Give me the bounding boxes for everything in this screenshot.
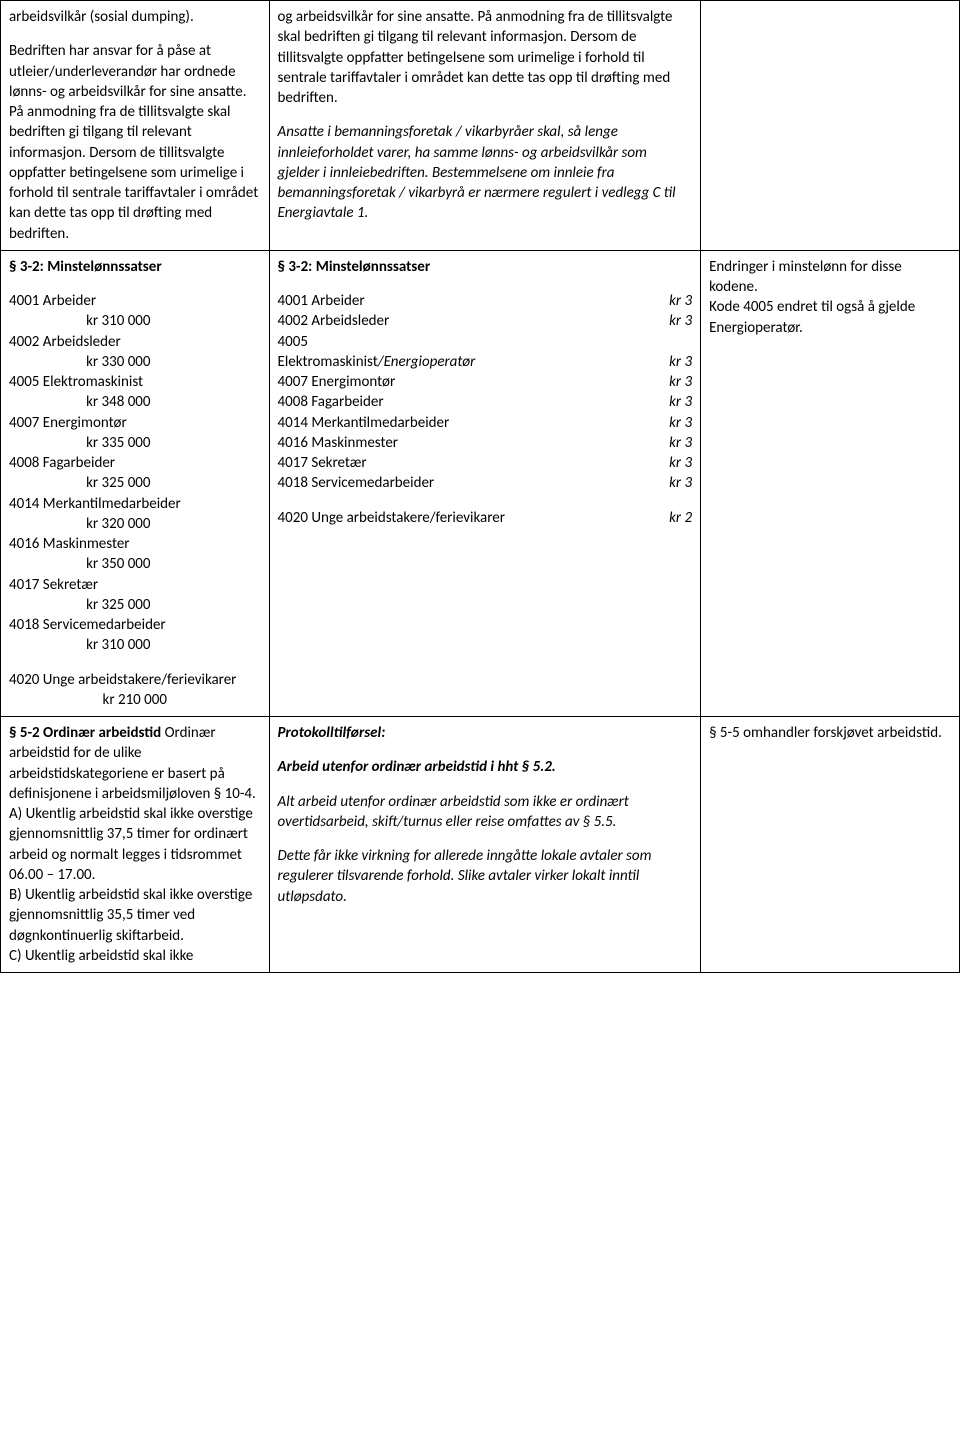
subheading: Arbeid utenfor ordinær arbeidstid i hht … (278, 757, 693, 777)
wage-label: 4007 Energimontør (9, 413, 261, 433)
wage-label: 4008 Fagarbeider (278, 392, 664, 412)
cell-left: § 5-2 Ordinær arbeidstid Ordinær arbeids… (1, 717, 270, 973)
wage-label: 4018 Servicemedarbeider (9, 615, 261, 635)
wage-value: kr 3 (669, 392, 692, 412)
wage-value: kr 3 (669, 372, 692, 392)
paragraph: og arbeidsvilkår for sine ansatte. På an… (278, 7, 693, 108)
wage-label: 4014 Merkantilmedarbeider (278, 413, 664, 433)
wage-value: kr 210 000 (9, 690, 261, 710)
wage-value: kr 3 (669, 413, 692, 433)
paragraph: Bedriften har ansvar for å påse at utlei… (9, 41, 261, 244)
wage-label: 4005 Elektromaskinist (9, 372, 261, 392)
paragraph: B) Ukentlig arbeidstid skal ikke oversti… (9, 885, 261, 946)
cell-middle: og arbeidsvilkår for sine ansatte. På an… (269, 1, 701, 251)
wage-list-left: 4001 Arbeider kr 310 000 4002 Arbeidsled… (9, 291, 261, 656)
cell-middle: § 3-2: Minstelønnssatser 4001 Arbeider k… (269, 250, 701, 716)
wage-label: 4016 Maskinmester (9, 534, 261, 554)
subheading: Protokolltilførsel: (278, 723, 693, 743)
wage-label: 4007 Energimontør (278, 372, 664, 392)
wage-value: kr 310 000 (9, 635, 261, 655)
wage-list-middle: 4001 Arbeider kr 3 4002 Arbeidsleder kr … (278, 291, 693, 494)
table-row: arbeidsvilkår (sosial dumping). Bedrifte… (1, 1, 960, 251)
section-heading: § 3-2: Minstelønnssatser (278, 257, 693, 277)
wage-value: kr 3 (669, 291, 692, 311)
wage-label: 4020 Unge arbeidstakere/ferievikarer (278, 508, 664, 528)
paragraph: C) Ukentlig arbeidstid skal ikke (9, 946, 261, 966)
wage-value: kr 310 000 (9, 311, 261, 331)
wage-value: kr 350 000 (9, 554, 261, 574)
wage-label: 4002 Arbeidsleder (278, 311, 664, 331)
paragraph: Kode 4005 endret til også å gjelde Energ… (709, 297, 951, 338)
wage-value: kr 325 000 (9, 473, 261, 493)
wage-value: kr 325 000 (9, 595, 261, 615)
paragraph: Ansatte i bemanningsforetak / vikarbyråe… (278, 122, 693, 223)
cell-right: Endringer i minstelønn for disse kodene.… (701, 250, 960, 716)
wage-label: 4002 Arbeidsleder (9, 332, 261, 352)
paragraph: arbeidsvilkår (sosial dumping). (9, 7, 261, 27)
cell-left: arbeidsvilkår (sosial dumping). Bedrifte… (1, 1, 270, 251)
wage-label: 4017 Sekretær (278, 453, 664, 473)
paragraph: A) Ukentlig arbeidstid skal ikke oversti… (9, 804, 261, 885)
cell-middle: Protokolltilførsel: Arbeid utenfor ordin… (269, 717, 701, 973)
wage-extra-left: 4020 Unge arbeidstakere/ferievikarer kr … (9, 670, 261, 711)
wage-label: 4001 Arbeider (9, 291, 261, 311)
paragraph: Dette får ikke virkning for allerede inn… (278, 846, 693, 907)
wage-label: 4017 Sekretær (9, 575, 261, 595)
table-row: § 3-2: Minstelønnssatser 4001 Arbeider k… (1, 250, 960, 716)
paragraph: § 5-5 omhandler forskjøvet arbeidstid. (709, 723, 951, 743)
section-heading: § 3-2: Minstelønnssatser (9, 257, 261, 277)
document-table: arbeidsvilkår (sosial dumping). Bedrifte… (0, 0, 960, 973)
wage-value: kr 320 000 (9, 514, 261, 534)
wage-value: kr 335 000 (9, 433, 261, 453)
wage-value: kr 3 (669, 453, 692, 473)
wage-value: kr 348 000 (9, 392, 261, 412)
wage-label: 4020 Unge arbeidstakere/ferievikarer (9, 670, 261, 690)
table-row: § 5-2 Ordinær arbeidstid Ordinær arbeids… (1, 717, 960, 973)
section-heading: § 5-2 Ordinær arbeidstid (9, 724, 161, 742)
wage-label: 4014 Merkantilmedarbeider (9, 494, 261, 514)
wage-extra-middle: 4020 Unge arbeidstakere/ferievikarer kr … (278, 508, 693, 528)
paragraph: Endringer i minstelønn for disse kodene. (709, 257, 951, 298)
wage-label: 4016 Maskinmester (278, 433, 664, 453)
wage-label: 4008 Fagarbeider (9, 453, 261, 473)
paragraph: Alt arbeid utenfor ordinær arbeidstid so… (278, 792, 693, 833)
wage-value: kr 2 (669, 508, 692, 528)
wage-value: kr 3 (669, 311, 692, 331)
wage-value: kr 330 000 (9, 352, 261, 372)
wage-value: kr 3 (669, 352, 692, 372)
wage-label: Elektromaskinist/Energioperatør (278, 352, 664, 372)
wage-value: kr 3 (669, 433, 692, 453)
cell-right: § 5-5 omhandler forskjøvet arbeidstid. (701, 717, 960, 973)
wage-value: kr 3 (669, 473, 692, 493)
wage-label: 4001 Arbeider (278, 291, 664, 311)
wage-label: 4005 (278, 332, 664, 352)
wage-label: 4018 Servicemedarbeider (278, 473, 664, 493)
cell-left: § 3-2: Minstelønnssatser 4001 Arbeider k… (1, 250, 270, 716)
cell-right (701, 1, 960, 251)
